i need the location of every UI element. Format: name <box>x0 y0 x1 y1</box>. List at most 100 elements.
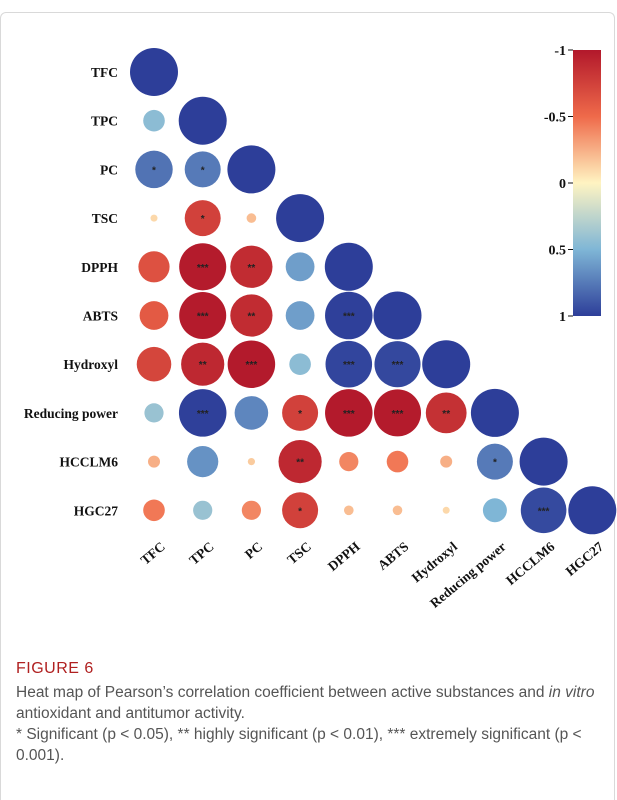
sig-marker-dpph-pc: ** <box>248 263 256 274</box>
cell-hcclm6-abts <box>386 450 409 473</box>
significance-note: * Significant (p < 0.05), ** highly sign… <box>16 726 582 764</box>
cell-tsc-tpc <box>184 200 221 237</box>
caption-text-italic: in vitro <box>548 684 595 701</box>
sig-marker-reducing-power-tsc: * <box>298 409 302 420</box>
cell-hgc27-tsc <box>282 492 319 529</box>
sig-marker-hydroxyl-abts: *** <box>392 360 404 371</box>
colorbar-tick-label: -1 <box>554 44 566 59</box>
cell-tfc-tfc <box>130 48 178 96</box>
sig-marker-abts-pc: ** <box>248 312 256 323</box>
cell-reducing-power-hydroxyl <box>425 392 467 434</box>
cell-abts-tpc <box>179 291 227 340</box>
sig-marker-pc-tpc: * <box>201 165 205 176</box>
cell-tsc-tfc <box>150 214 158 222</box>
col-label-pc: PC <box>242 539 265 562</box>
cell-abts-tfc <box>139 301 169 330</box>
figure-description: Heat map of Pearson’s correlation coeffi… <box>16 682 596 724</box>
cell-hcclm6-dpph <box>339 452 359 472</box>
col-label-hgc27: HGC27 <box>563 539 607 579</box>
cell-abts-dpph <box>325 291 373 340</box>
sig-marker-hydroxyl-dpph: *** <box>343 360 355 371</box>
cell-hgc27-hgc27 <box>568 486 617 535</box>
correlation-heatmap: * ***** ***** ** ***** *** *** ****** * *** *** ***… <box>24 44 617 611</box>
colorbar-tick-label: 0.5 <box>549 244 567 259</box>
sig-marker-hcclm6-reducing-power: * <box>493 458 497 469</box>
cell-hgc27-hydroxyl <box>442 506 450 514</box>
cell-reducing-power-tfc <box>144 403 164 423</box>
cell-tpc-tfc <box>143 109 165 132</box>
cell-hydroxyl-pc <box>227 340 276 388</box>
sig-marker-tsc-tpc: * <box>201 214 205 225</box>
sig-marker-dpph-tpc: *** <box>197 263 209 274</box>
cell-abts-tsc <box>285 301 315 330</box>
colorbar-tick-label: -0.5 <box>544 111 566 126</box>
colorbar: -1 -0.5 0 0.5 1 <box>544 44 601 325</box>
caption-text-before: Heat map of Pearson’s correlation coeffi… <box>16 684 549 701</box>
sig-marker-pc-tfc: * <box>152 165 156 176</box>
colorbar-tick-label: 0 <box>559 177 566 192</box>
cell-reducing-power-tpc <box>178 389 227 437</box>
cell-abts-pc <box>230 294 273 337</box>
figure-label: FIGURE 6 <box>16 660 94 677</box>
col-label-hcclm6: HCCLM6 <box>503 539 558 588</box>
cell-tpc-tpc <box>178 96 227 145</box>
cell-dpph-tfc <box>138 251 170 283</box>
cell-hydroxyl-abts <box>374 341 421 388</box>
sig-marker-hgc27-hcclm6: *** <box>538 506 550 517</box>
row-label-hcclm6: HCCLM6 <box>60 455 119 470</box>
cell-reducing-power-dpph <box>325 389 373 437</box>
cells-layer: * ***** ***** ** ***** *** *** ****** * *** *** ***… <box>130 48 617 535</box>
row-label-tsc: TSC <box>92 211 118 226</box>
colorbar-gradient <box>573 50 601 316</box>
cell-hcclm6-hcclm6 <box>519 437 568 486</box>
cell-dpph-tsc <box>285 252 315 282</box>
col-label-tfc: TFC <box>138 539 168 568</box>
cell-hydroxyl-dpph <box>325 340 373 388</box>
cell-pc-tfc <box>135 150 173 189</box>
sig-marker-abts-tpc: *** <box>197 312 209 323</box>
col-label-tsc: TSC <box>284 539 314 567</box>
sig-marker-reducing-power-dpph: *** <box>343 409 355 420</box>
labels-layer: TFC TPC PC TSC DPPH ABTS Hydroxyl Reducing powe… <box>24 65 607 611</box>
cell-dpph-tpc <box>179 243 227 291</box>
sig-marker-reducing-power-hydroxyl: ** <box>442 409 450 420</box>
cell-hgc27-tpc <box>193 500 213 520</box>
cell-hydroxyl-tpc <box>181 342 225 386</box>
col-label-dpph: DPPH <box>325 538 363 573</box>
col-label-abts: ABTS <box>375 539 412 573</box>
cell-hgc27-pc <box>241 500 261 520</box>
cell-tsc-pc <box>246 213 257 223</box>
cell-hgc27-tfc <box>143 499 165 522</box>
sig-marker-hydroxyl-tpc: ** <box>199 360 207 371</box>
cell-dpph-dpph <box>324 242 373 291</box>
cell-reducing-power-tsc <box>282 394 319 431</box>
cell-hgc27-dpph <box>344 505 354 516</box>
cell-abts-abts <box>373 291 422 340</box>
figure-frame <box>0 12 615 800</box>
sig-marker-hydroxyl-pc: *** <box>246 360 258 371</box>
cell-hcclm6-reducing-power <box>476 443 513 480</box>
cell-hcclm6-pc <box>247 458 255 466</box>
figure-caption: FIGURE 6 Heat map of Pearson’s correlati… <box>16 660 596 766</box>
row-label-hgc27: HGC27 <box>74 503 119 518</box>
cell-hgc27-hcclm6 <box>520 487 567 534</box>
cell-reducing-power-reducing-power <box>470 388 519 437</box>
cell-reducing-power-pc <box>234 396 269 430</box>
cell-hydroxyl-tsc <box>289 353 311 376</box>
row-label-reducing-power: Reducing power <box>24 406 118 421</box>
row-label-tfc: TFC <box>91 65 118 80</box>
col-label-tpc: TPC <box>186 539 216 568</box>
sig-marker-hgc27-tsc: * <box>298 506 302 517</box>
row-label-abts: ABTS <box>83 309 118 324</box>
cell-hcclm6-tfc <box>148 455 160 468</box>
cell-hcclm6-tpc <box>187 446 219 478</box>
row-label-dpph: DPPH <box>81 260 118 275</box>
sig-marker-reducing-power-abts: *** <box>392 409 404 420</box>
sig-marker-reducing-power-tpc: *** <box>197 409 209 420</box>
row-label-hydroxyl: Hydroxyl <box>63 357 118 372</box>
sig-marker-abts-dpph: *** <box>343 312 355 323</box>
colorbar-tick-label: 1 <box>559 310 566 325</box>
cell-pc-tpc <box>184 151 221 188</box>
cell-tsc-tsc <box>276 194 325 243</box>
cell-dpph-pc <box>230 245 273 288</box>
